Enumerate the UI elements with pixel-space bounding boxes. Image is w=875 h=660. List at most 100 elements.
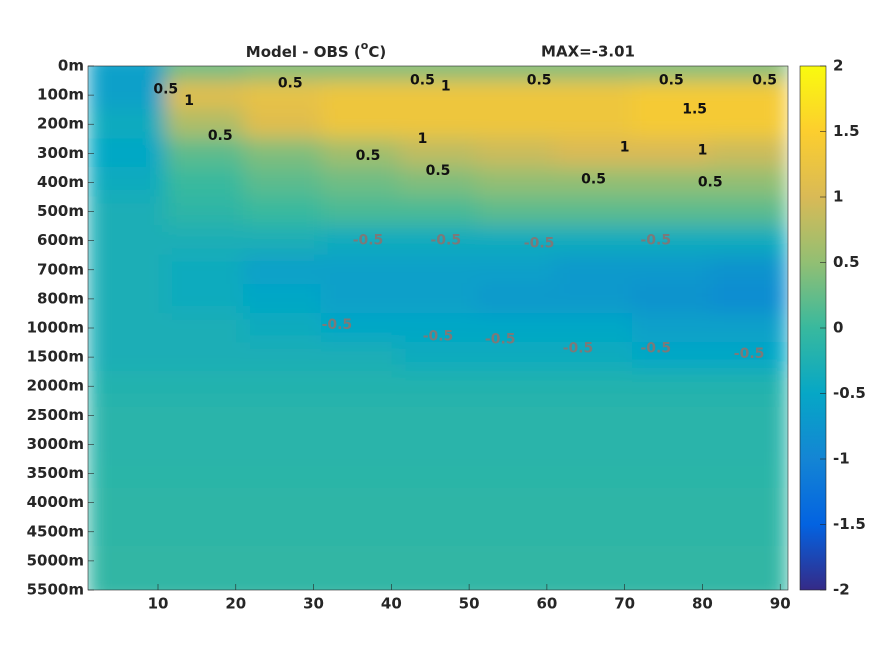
cell <box>554 109 633 140</box>
cell <box>88 342 167 373</box>
cell <box>554 138 633 169</box>
cell <box>398 400 478 431</box>
y-tick-label: 600m <box>37 231 84 249</box>
cell <box>243 516 322 547</box>
cell <box>165 429 245 460</box>
cell <box>320 167 400 198</box>
cell <box>476 574 556 590</box>
cell <box>88 66 167 82</box>
cell <box>165 342 245 373</box>
cell <box>631 400 711 431</box>
cell <box>631 225 711 256</box>
cell <box>631 487 711 518</box>
cell <box>88 371 167 402</box>
y-tick-label: 5000m <box>27 551 84 569</box>
colorbar-tick-label: -1 <box>833 450 850 468</box>
cells <box>88 66 788 590</box>
contour-label: -0.5 <box>640 340 671 356</box>
cell <box>320 196 400 227</box>
contour-label: -0.5 <box>423 329 454 345</box>
colorbar-tick-label: 0.5 <box>833 253 860 271</box>
cell <box>165 312 245 344</box>
cell <box>398 66 478 82</box>
cell <box>243 429 322 460</box>
cell <box>165 283 245 314</box>
colorbar-tick-label: -2 <box>833 581 850 599</box>
cell <box>398 516 478 547</box>
cell <box>165 545 245 576</box>
cell <box>476 458 556 489</box>
cell <box>476 225 556 256</box>
x-tick-label: 40 <box>381 595 402 613</box>
cell <box>709 167 788 198</box>
contour-label: 1 <box>620 140 630 156</box>
cell <box>631 66 711 82</box>
cell <box>709 516 788 547</box>
cell <box>476 66 556 82</box>
cell <box>320 138 400 169</box>
cell <box>320 342 400 373</box>
x-tick-label: 80 <box>692 595 713 613</box>
cell <box>88 283 167 314</box>
y-tick-label: 800m <box>37 289 84 307</box>
cell <box>320 225 400 256</box>
cell <box>709 283 788 314</box>
cell <box>554 574 633 590</box>
cell <box>165 516 245 547</box>
cell <box>88 516 167 547</box>
cell <box>398 225 478 256</box>
y-tick-label: 1000m <box>27 319 84 337</box>
cell <box>243 66 322 82</box>
cell <box>88 429 167 460</box>
cell <box>320 487 400 518</box>
cell <box>165 80 245 111</box>
y-tick-label: 3000m <box>27 435 84 453</box>
y-tick-label: 300m <box>37 144 84 162</box>
contour-label: -0.5 <box>485 332 516 348</box>
cell <box>554 167 633 198</box>
contour-label: 0.5 <box>410 73 435 89</box>
cell <box>709 80 788 111</box>
contour-label: 0.5 <box>527 73 552 89</box>
cell <box>631 167 711 198</box>
cell <box>631 545 711 576</box>
cell <box>398 574 478 590</box>
cell <box>243 342 322 373</box>
cell <box>88 138 167 169</box>
cell <box>631 458 711 489</box>
cell <box>88 400 167 431</box>
cell <box>631 138 711 169</box>
title-text: Model - OBS ( <box>246 43 361 61</box>
cell <box>398 487 478 518</box>
annotation: MAX=-3.01 <box>541 43 635 61</box>
contour-label: -0.5 <box>640 233 671 249</box>
cell <box>165 196 245 227</box>
colorbar-tick-label: -1.5 <box>833 515 866 533</box>
y-tick-label: 700m <box>37 260 84 278</box>
cell <box>398 196 478 227</box>
cell <box>709 342 788 373</box>
cell <box>709 400 788 431</box>
chart-title: Model - OBS (oC) <box>246 39 386 61</box>
cell <box>631 342 711 373</box>
y-tick-label: 500m <box>37 202 84 220</box>
y-tick-label: 200m <box>37 115 84 133</box>
cell <box>554 429 633 460</box>
cell <box>320 283 400 314</box>
cell <box>243 80 322 111</box>
y-tick-label: 2500m <box>27 406 84 424</box>
y-tick-label: 400m <box>37 173 84 191</box>
cell <box>320 109 400 140</box>
contour-label: 0.5 <box>278 75 303 91</box>
cell <box>554 225 633 256</box>
cell <box>554 196 633 227</box>
cell <box>554 545 633 576</box>
cell <box>709 458 788 489</box>
cell <box>320 574 400 590</box>
cell <box>320 516 400 547</box>
cell <box>88 458 167 489</box>
cell <box>554 371 633 402</box>
cell <box>88 225 167 256</box>
cell <box>709 109 788 140</box>
cell <box>554 80 633 111</box>
